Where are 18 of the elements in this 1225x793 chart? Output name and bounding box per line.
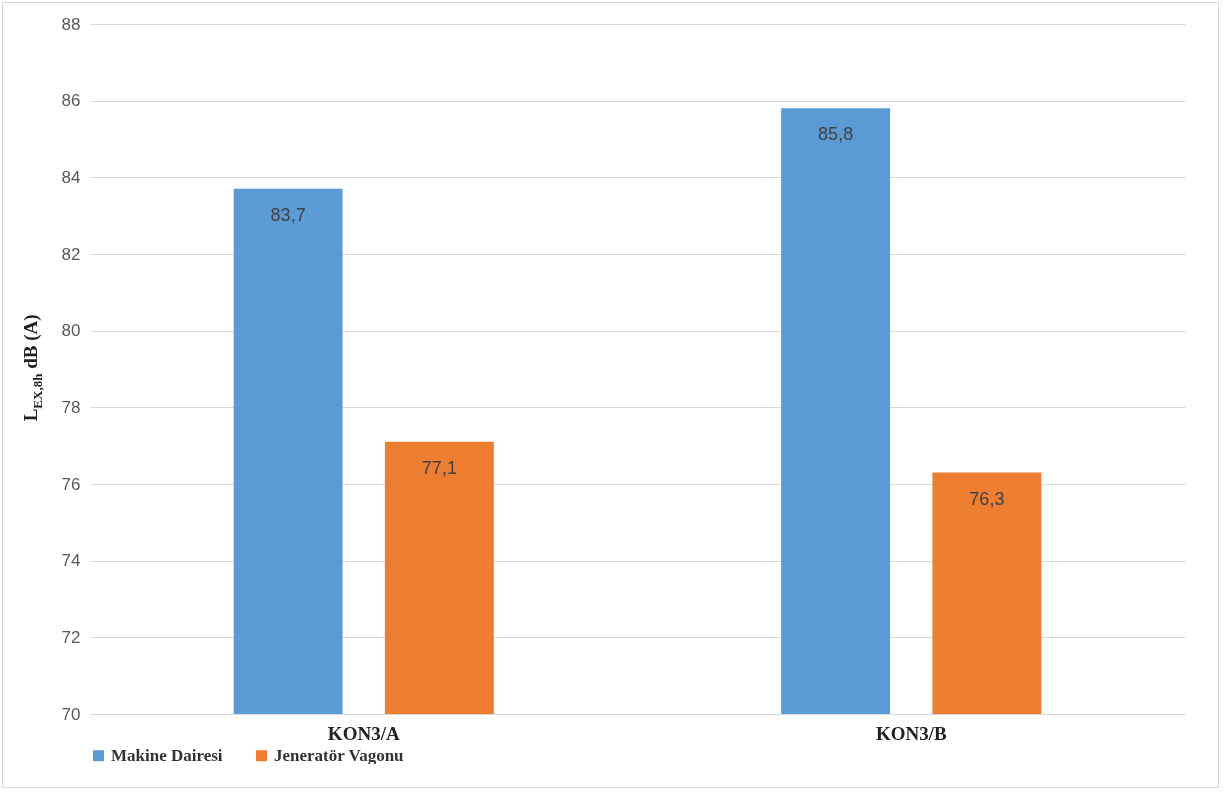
y-tick-label: 88	[61, 14, 81, 34]
y-tick-label: 70	[61, 704, 81, 724]
y-tick-label: 76	[61, 474, 81, 494]
y-tick-label: 84	[61, 167, 81, 187]
data-label: 85,8	[818, 124, 854, 145]
y-tick-label: 72	[61, 627, 81, 647]
data-label: 77,1	[421, 457, 457, 478]
y-tick-label: 86	[61, 91, 81, 111]
y-tick-label: 80	[61, 321, 81, 341]
legend-label: Jeneratör Vagonu	[274, 745, 404, 765]
y-tick-label: 74	[61, 551, 81, 571]
y-tick-label: 82	[61, 244, 81, 264]
data-label: 83,7	[270, 204, 306, 225]
legend-label: Makine Dairesi	[111, 745, 223, 765]
x-tick-label: KON3/A	[327, 722, 400, 744]
y-tick-label: 78	[61, 397, 81, 417]
x-tick-label: KON3/B	[875, 722, 947, 744]
data-label: 76,3	[969, 488, 1005, 509]
